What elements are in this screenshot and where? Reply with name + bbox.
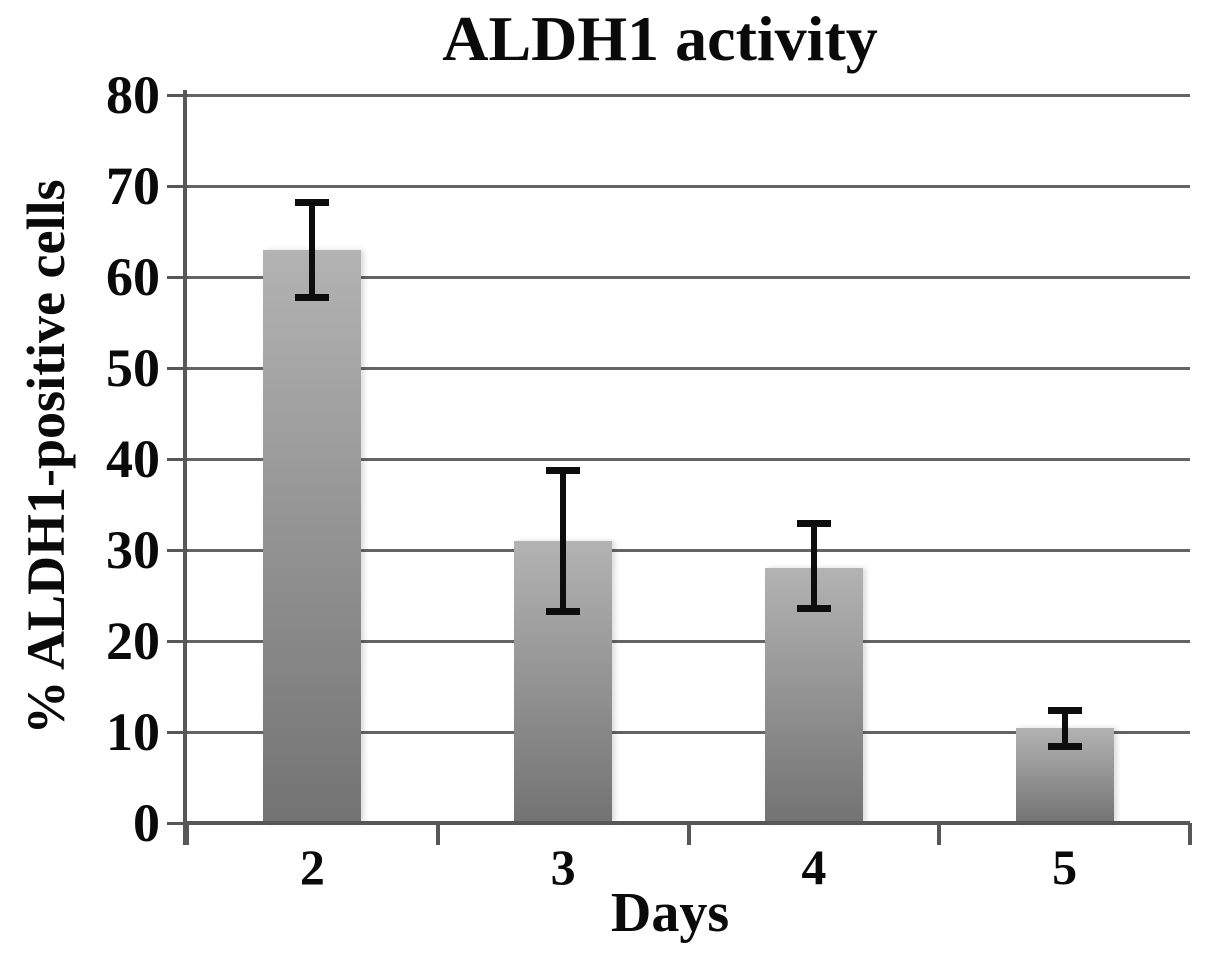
- x-tick-label: 5: [1052, 839, 1078, 895]
- gridline: [187, 366, 1190, 370]
- x-tick-label: 4: [801, 839, 827, 895]
- y-tick-label: 70: [106, 156, 160, 216]
- y-tick: [167, 639, 188, 643]
- gridline: [187, 93, 1190, 97]
- gridline: [187, 730, 1190, 734]
- plot-area: [187, 93, 1190, 823]
- y-tick: [167, 548, 188, 552]
- error-bar-stem: [560, 469, 567, 612]
- x-tick: [937, 823, 942, 845]
- gridline: [187, 184, 1190, 188]
- gridline: [187, 275, 1190, 279]
- error-bar-cap-bottom: [796, 605, 831, 613]
- x-tick: [1188, 823, 1192, 845]
- y-tick-label: 0: [133, 793, 160, 853]
- error-bar-cap-top: [1047, 707, 1082, 715]
- error-bar-stem: [309, 202, 316, 298]
- y-tick: [167, 275, 188, 279]
- x-axis-title: Days: [610, 882, 730, 944]
- y-tick: [167, 457, 188, 461]
- x-tick-label: 3: [550, 839, 576, 895]
- y-tick-label: 60: [106, 247, 160, 307]
- y-tick: [167, 93, 188, 97]
- error-bar-cap-bottom: [1047, 743, 1082, 751]
- gridline: [187, 639, 1190, 643]
- error-bar-cap-top: [796, 519, 831, 527]
- error-bar-cap-top: [295, 199, 330, 207]
- chart-title: ALDH1 activity: [442, 3, 878, 74]
- y-axis-line: [183, 90, 187, 845]
- x-tick: [435, 823, 440, 845]
- y-tick-label: 10: [106, 702, 160, 762]
- x-tick: [686, 823, 691, 845]
- y-tick: [167, 730, 188, 734]
- y-tick-label: 30: [106, 520, 160, 580]
- gridline: [187, 457, 1190, 461]
- error-bar-cap-top: [546, 466, 581, 474]
- error-bar-cap-bottom: [295, 293, 330, 301]
- y-tick-label: 40: [106, 429, 160, 489]
- y-tick: [167, 821, 188, 825]
- y-tick: [167, 184, 188, 188]
- x-tick: [185, 823, 189, 845]
- error-bar-stem: [1061, 710, 1068, 748]
- x-tick-label: 2: [299, 839, 325, 895]
- bar: [263, 249, 362, 823]
- gridline: [187, 548, 1190, 552]
- error-bar-stem: [810, 522, 817, 610]
- y-tick-label: 80: [106, 65, 160, 125]
- y-tick-label: 50: [106, 338, 160, 398]
- y-tick-label: 20: [106, 611, 160, 671]
- y-tick: [167, 366, 188, 370]
- error-bar-cap-bottom: [546, 607, 581, 615]
